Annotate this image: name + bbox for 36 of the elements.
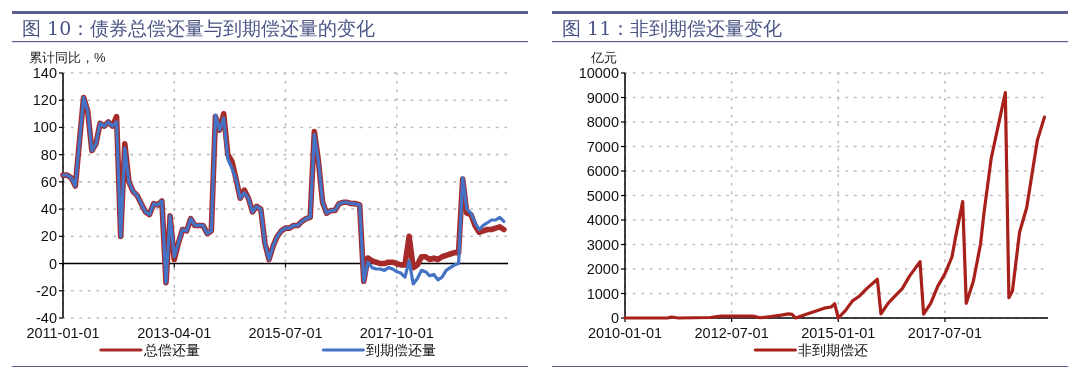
y-axis-title: 亿元: [590, 50, 617, 65]
x-tick-label: 2015-01-01: [801, 325, 876, 341]
legend-label: 非到期偿还: [798, 342, 869, 358]
y-tick-label: 40: [40, 201, 57, 218]
y-tick-label: 10000: [578, 65, 619, 81]
y-tick-label: 0: [610, 310, 619, 326]
x-tick-label: 2011-01-01: [26, 325, 100, 341]
y-tick-label: 1000: [586, 285, 619, 302]
x-tick-label: 2012-07-01: [694, 325, 769, 341]
chart-title: 图 11：非到期偿还量变化: [562, 17, 783, 39]
x-tick-label: 2015-07-01: [248, 325, 323, 341]
y-tick-label: 60: [40, 173, 57, 190]
y-tick-label: 8000: [586, 114, 619, 130]
y-tick-label: 5000: [586, 187, 619, 204]
y-tick-label: 20: [40, 228, 57, 245]
x-tick-label: 2017-07-01: [907, 325, 982, 341]
y-tick-label: -20: [36, 282, 57, 299]
y-tick-label: 6000: [586, 163, 619, 179]
y-axis-title: 累计同比，%: [29, 50, 106, 65]
y-tick-label: 0: [48, 255, 57, 272]
y-tick-label: 7000: [586, 138, 619, 155]
legend-label: 总偿还量: [142, 342, 200, 358]
chart-title: 图 10：债券总偿还量与到期偿还量的变化: [22, 17, 376, 39]
legend-label: 到期偿还量: [366, 342, 437, 358]
x-tick-label: 2010-01-01: [587, 325, 663, 341]
x-tick-label: 2013-04-01: [137, 325, 212, 341]
y-tick-label: 140: [32, 65, 57, 81]
y-tick-label: 4000: [586, 212, 619, 228]
y-tick-label: 80: [40, 146, 57, 163]
y-tick-label: 100: [32, 119, 57, 136]
x-tick-label: 2017-10-01: [359, 325, 434, 341]
y-tick-label: 3000: [586, 236, 619, 253]
y-tick-label: -40: [36, 310, 57, 326]
y-tick-label: 9000: [586, 89, 619, 106]
y-tick-label: 120: [32, 92, 57, 109]
y-tick-label: 2000: [586, 261, 619, 277]
